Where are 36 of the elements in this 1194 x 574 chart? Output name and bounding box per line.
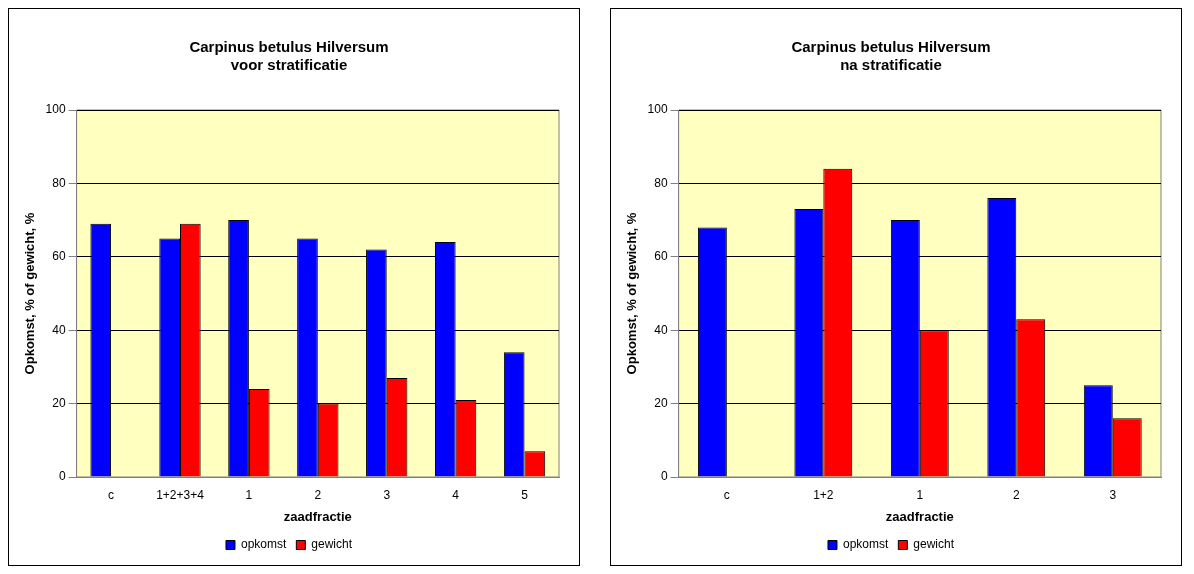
- x-tick-label: c: [108, 487, 115, 502]
- y-tick-label: 40: [52, 322, 66, 337]
- y-tick-label: 100: [647, 102, 668, 117]
- x-tick-label: 1: [245, 487, 253, 502]
- y-tick-label: 60: [654, 249, 668, 264]
- y-tick-label: 60: [52, 249, 66, 264]
- text: Carpinus betulus Hilversum: [189, 38, 389, 56]
- x-axis-title: zaadfractie: [283, 508, 352, 524]
- text: Carpinus betulus Hilversum: [791, 38, 991, 56]
- x-tick-label: c: [723, 487, 730, 502]
- y-tick-label: 20: [52, 395, 66, 410]
- legend-label: gewicht: [311, 537, 353, 552]
- x-tick-label: 4: [452, 487, 460, 502]
- y-tick-label: 100: [45, 102, 66, 117]
- x-tick-label: 2: [1012, 487, 1020, 502]
- text: na stratificatie: [840, 56, 942, 74]
- legend-label: gewicht: [913, 537, 955, 552]
- text: voor stratificatie: [230, 56, 348, 74]
- x-axis-title: zaadfractie: [885, 508, 954, 524]
- y-tick-label: 40: [654, 322, 668, 337]
- y-axis-title: Opkomst, % of gewicht, %: [624, 212, 640, 375]
- y-tick-label: 80: [52, 175, 66, 190]
- x-tick-label: 5: [521, 487, 529, 502]
- y-axis-title: Opkomst, % of gewicht, %: [22, 212, 38, 375]
- x-tick-label: 1+2+3+4: [156, 487, 205, 502]
- legend-label: opkomst: [842, 537, 889, 552]
- y-tick-label: 20: [654, 395, 668, 410]
- legend-label: opkomst: [240, 537, 287, 552]
- x-tick-label: 2: [314, 487, 322, 502]
- y-tick-label: 0: [660, 469, 668, 484]
- x-tick-label: 3: [383, 487, 391, 502]
- y-tick-label: 0: [58, 469, 66, 484]
- y-tick-label: 80: [654, 175, 668, 190]
- x-tick-label: 1: [916, 487, 924, 502]
- x-tick-label: 3: [1109, 487, 1117, 502]
- x-tick-label: 1+2: [813, 487, 834, 502]
